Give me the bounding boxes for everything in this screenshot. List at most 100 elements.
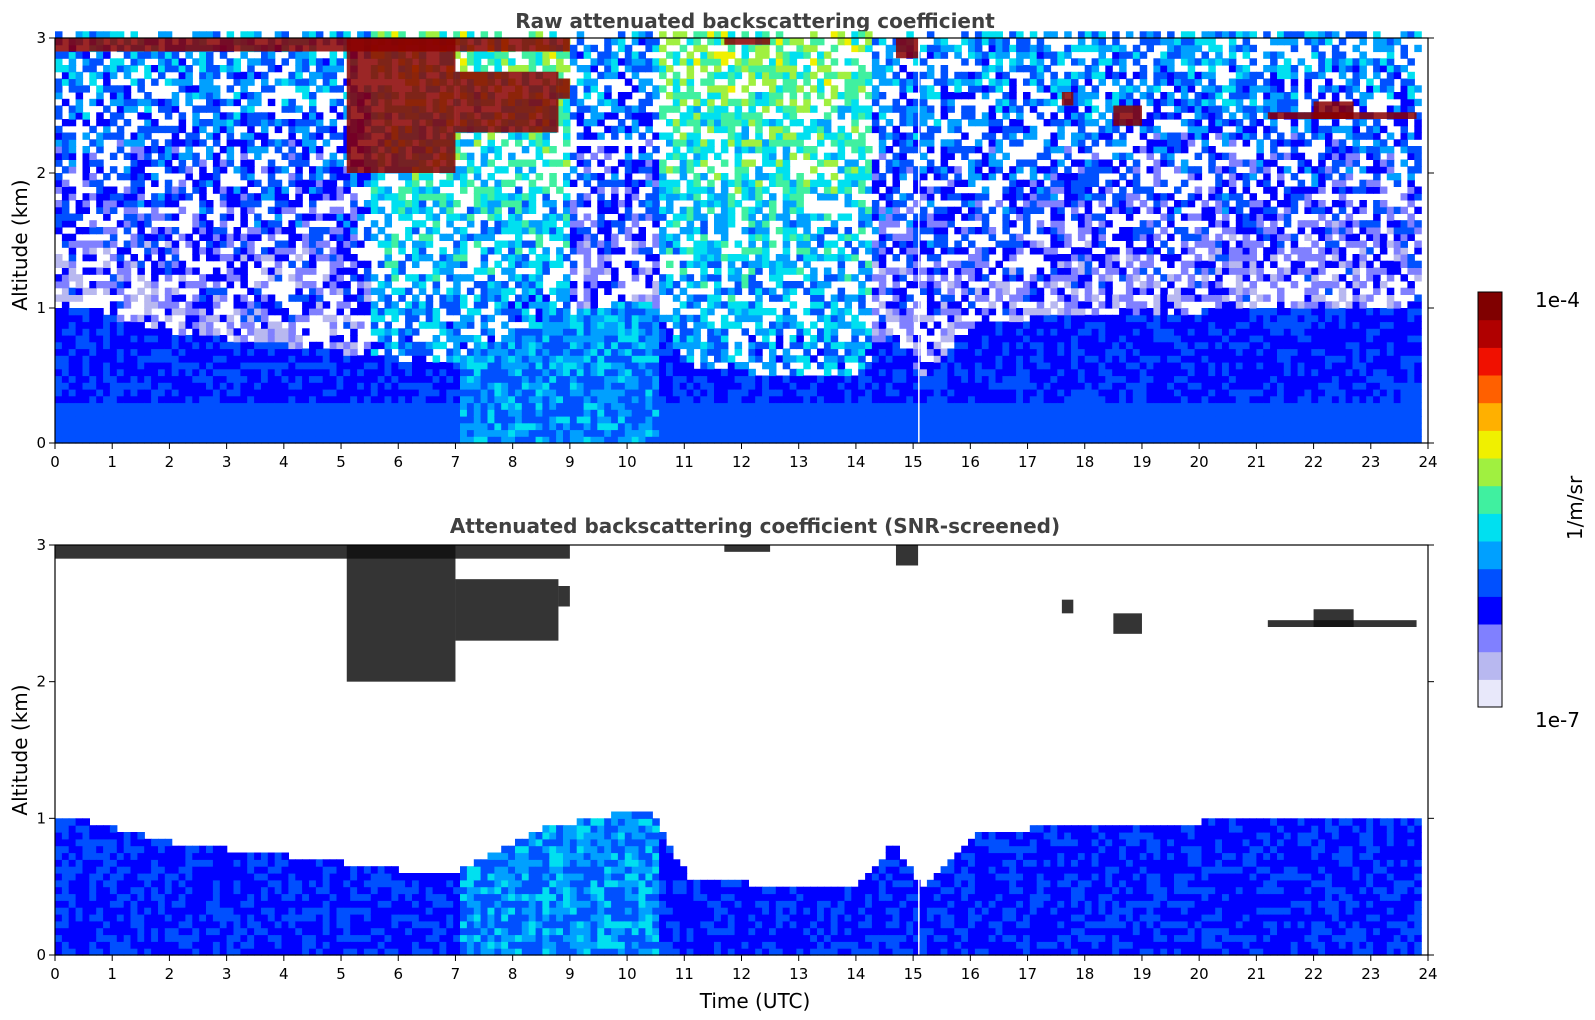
cloud-layer xyxy=(346,545,456,682)
colorbar-swatch xyxy=(1478,292,1502,321)
x-tick-label: 20 xyxy=(1190,453,1209,471)
x-tick-label: 7 xyxy=(451,965,461,983)
bottom-panel-title: Attenuated backscattering coefficient (S… xyxy=(450,514,1060,538)
colorbar-swatch xyxy=(1478,513,1502,542)
cloud-layer xyxy=(558,78,570,99)
x-tick-label: 16 xyxy=(961,453,980,471)
cloud-layer xyxy=(1113,105,1142,126)
y-tick-label: 3 xyxy=(36,536,46,554)
x-tick-label: 13 xyxy=(789,965,808,983)
x-tick-label: 17 xyxy=(1018,965,1037,983)
x-tick-label: 23 xyxy=(1361,965,1380,983)
cloud-layer xyxy=(724,38,771,45)
colorbar-swatch xyxy=(1478,679,1502,708)
y-tick-label: 1 xyxy=(36,809,46,827)
bottom-panel-plot: 0 1 2 3 4 5 6 7 8 9 10 11 12 13 14 15 16 17 18 19 20 21 22 23 24… xyxy=(36,536,1437,983)
heatmap-field xyxy=(55,31,1422,444)
x-tick-label: 11 xyxy=(675,965,694,983)
x-tick-label: 21 xyxy=(1247,453,1266,471)
colorbar-swatch xyxy=(1478,596,1502,625)
x-tick-label: 21 xyxy=(1247,965,1266,983)
x-tick-label: 14 xyxy=(846,965,865,983)
cloud-layer xyxy=(558,586,570,607)
cloud-layer xyxy=(455,579,559,641)
x-tick-label: 1 xyxy=(107,965,117,983)
colorbar-swatch xyxy=(1478,319,1502,348)
x-tick-label: 24 xyxy=(1418,453,1437,471)
x-tick-label: 2 xyxy=(165,965,175,983)
x-tick-label: 13 xyxy=(789,453,808,471)
colorbar-swatch xyxy=(1478,568,1502,597)
x-tick-label: 22 xyxy=(1304,965,1323,983)
colorbar-frame xyxy=(1477,291,1503,708)
colorbar-swatch xyxy=(1478,651,1502,680)
x-tick-label: 15 xyxy=(904,453,923,471)
colorbar xyxy=(1477,291,1503,708)
cloud-layer xyxy=(1267,112,1417,119)
colorbar-swatch xyxy=(1478,485,1502,514)
colorbar-swatch xyxy=(1478,402,1502,431)
x-tick-label: 0 xyxy=(50,965,60,983)
x-tick-label: 15 xyxy=(904,965,923,983)
colorbar-unit-label: 1/m/sr xyxy=(1563,475,1587,540)
cloud-layer xyxy=(55,545,570,559)
cloud-layer xyxy=(895,545,919,566)
cloud-layer xyxy=(1061,92,1074,106)
y-tick-label: 0 xyxy=(36,434,46,452)
colorbar-swatch xyxy=(1478,541,1502,570)
x-tick-label: 14 xyxy=(846,453,865,471)
y-tick-label: 0 xyxy=(36,946,46,964)
x-tick-label: 16 xyxy=(961,965,980,983)
x-tick-label: 2 xyxy=(165,453,175,471)
y-tick-label: 2 xyxy=(36,673,46,691)
bottom-y-axis-label: Altitude (km) xyxy=(8,684,32,815)
x-tick-label: 3 xyxy=(222,453,232,471)
x-tick-label: 9 xyxy=(565,453,575,471)
colorbar-swatch xyxy=(1478,347,1502,376)
x-tick-label: 8 xyxy=(508,965,518,983)
colorbar-swatch xyxy=(1478,624,1502,653)
cloud-layer xyxy=(895,38,919,59)
x-tick-label: 6 xyxy=(393,453,403,471)
x-tick-label: 5 xyxy=(336,453,346,471)
cloud-layer xyxy=(55,38,570,52)
colorbar-swatch xyxy=(1478,458,1502,487)
x-tick-label: 7 xyxy=(451,453,461,471)
colorbar-max-label: 1e-4 xyxy=(1535,288,1580,312)
x-tick-label: 4 xyxy=(279,453,289,471)
y-tick-label: 3 xyxy=(36,29,46,47)
colorbar-swatch xyxy=(1478,430,1502,459)
x-tick-label: 11 xyxy=(675,453,694,471)
cloud-layer xyxy=(346,38,456,173)
top-panel-plot: 0 1 2 3 4 5 6 7 8 9 10 11 12 13 14 15 16 17 18 19 20 21 22 23 24… xyxy=(36,29,1437,471)
colorbar-swatch xyxy=(1478,375,1502,404)
x-tick-label: 3 xyxy=(222,965,232,983)
top-panel-title: Raw attenuated backscattering coefficien… xyxy=(515,9,995,33)
x-tick-label: 1 xyxy=(107,453,117,471)
x-tick-label: 8 xyxy=(508,453,518,471)
x-tick-label: 9 xyxy=(565,965,575,983)
x-axis-label: Time (UTC) xyxy=(699,989,811,1013)
cloud-layer xyxy=(724,545,771,552)
x-tick-label: 20 xyxy=(1190,965,1209,983)
x-tick-label: 23 xyxy=(1361,453,1380,471)
top-y-axis-label: Altitude (km) xyxy=(8,179,32,310)
x-tick-label: 19 xyxy=(1132,453,1151,471)
x-tick-label: 24 xyxy=(1418,965,1437,983)
x-tick-label: 10 xyxy=(618,453,637,471)
y-tick-label: 2 xyxy=(36,164,46,182)
colorbar-min-label: 1e-7 xyxy=(1535,708,1580,732)
cloud-layer xyxy=(1267,620,1417,627)
x-tick-label: 10 xyxy=(618,965,637,983)
x-tick-label: 12 xyxy=(732,453,751,471)
x-tick-label: 17 xyxy=(1018,453,1037,471)
cloud-layer xyxy=(1061,599,1074,614)
cloud-layer xyxy=(455,71,559,133)
cloud-layer xyxy=(1113,613,1142,634)
x-tick-label: 5 xyxy=(336,965,346,983)
x-tick-label: 22 xyxy=(1304,453,1323,471)
x-tick-label: 19 xyxy=(1132,965,1151,983)
x-tick-label: 0 xyxy=(50,453,60,471)
x-tick-label: 18 xyxy=(1075,965,1094,983)
